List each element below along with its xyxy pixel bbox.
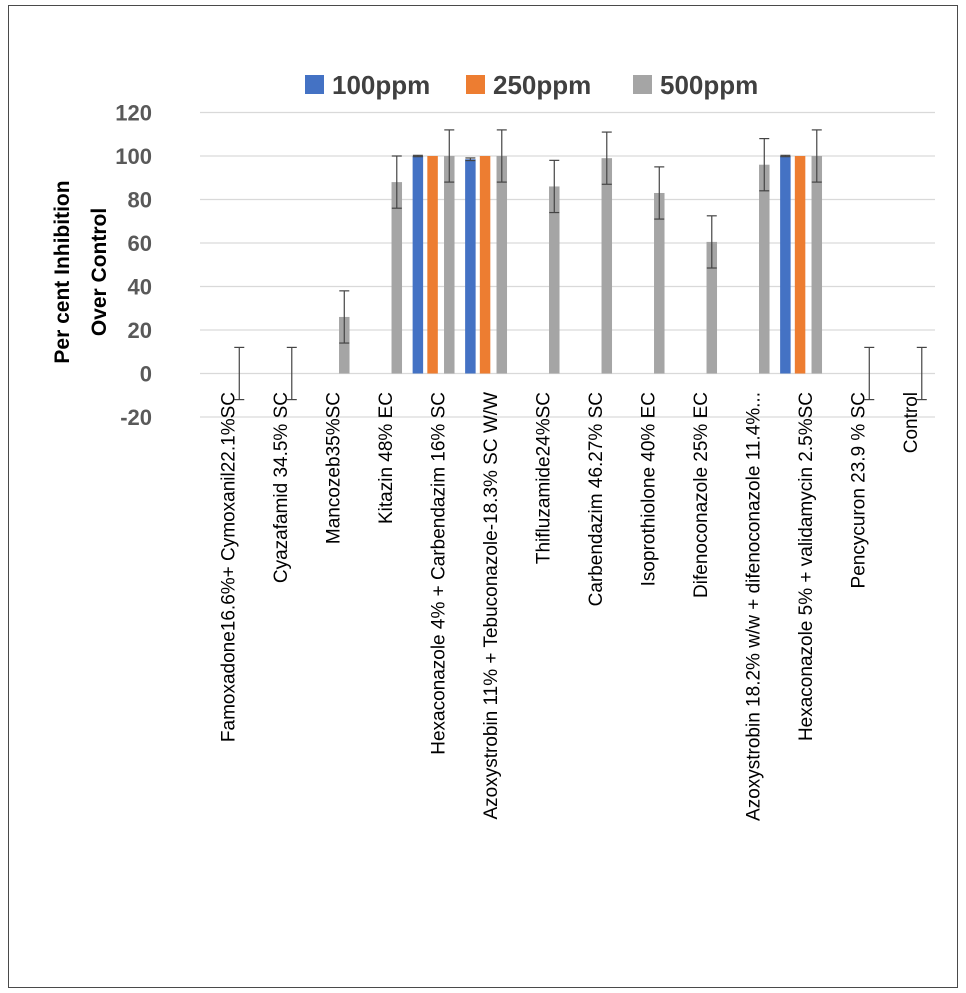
bar-500ppm	[391, 182, 403, 374]
error-bars	[234, 129, 927, 401]
x-category-label: Azoxystrobin 11% + Tebuconazole-18.3% SC…	[481, 392, 502, 820]
bar-500ppm	[706, 241, 718, 374]
bar-500ppm	[811, 156, 823, 374]
y-tick-label: 0	[140, 362, 152, 387]
legend-label: 500ppm	[660, 70, 758, 100]
y-tick-label: -20	[120, 405, 152, 430]
legend-label: 250ppm	[493, 70, 591, 100]
x-category-label: Pencycuron 23.9 % SC	[848, 392, 869, 588]
bar-500ppm	[496, 156, 508, 374]
bar-250ppm	[479, 156, 491, 374]
bar-250ppm	[794, 156, 806, 374]
bar-500ppm	[444, 156, 455, 374]
y-axis-label-line-1: Per cent Inhibition	[51, 180, 74, 363]
y-tick-label: 60	[128, 231, 152, 256]
x-category-label: Mancozeb35%SC	[323, 392, 344, 544]
x-category-label: Kitazin 48% EC	[376, 392, 397, 524]
legend-swatch-500ppm	[633, 75, 652, 94]
bar-250ppm	[427, 156, 438, 374]
x-category-label: Carbendazim 46.27% SC	[586, 392, 607, 606]
bar-500ppm	[549, 186, 560, 374]
x-category-label: Cyazafamid 34.5% SC	[271, 392, 292, 583]
bar-100ppm	[412, 156, 424, 374]
y-tick-label: 40	[128, 275, 152, 300]
x-category-label: Famoxadone16.6%+ Cymoxanil22.1%SC	[218, 392, 239, 742]
y-tick-labels: -20 0 20 40 60 80 100 120	[115, 101, 152, 431]
y-tick-label: 100	[115, 144, 152, 169]
legend: 100ppm 250ppm 500ppm	[305, 70, 758, 100]
bar-500ppm	[339, 316, 350, 374]
x-category-labels: Famoxadone16.6%+ Cymoxanil22.1%SC Cyazafa…	[218, 392, 922, 821]
y-tick-label: 80	[128, 188, 152, 213]
x-category-label: Hexaconazole 5% + validamycin 2.5%SC	[796, 392, 817, 741]
legend-label: 100ppm	[332, 70, 430, 100]
x-category-label: Thifluzamide24%SC	[533, 392, 554, 564]
legend-swatch-100ppm	[305, 75, 324, 94]
bar-500ppm	[759, 164, 770, 374]
bar-500ppm	[601, 158, 613, 374]
bar-500ppm	[654, 192, 665, 374]
x-category-label: Azoxystrobin 18.2% w/w + difenoconazole …	[743, 392, 764, 821]
bar-100ppm	[465, 159, 476, 374]
x-category-label: Control	[901, 392, 922, 453]
x-category-label: Hexaconazole 4% + Carbendazim 16% SC	[428, 392, 449, 755]
y-axis-label-line-2: Over Control	[88, 208, 111, 336]
y-tick-label: 120	[115, 101, 152, 126]
gridlines	[200, 111, 935, 418]
bars	[339, 156, 823, 374]
y-tick-label: 20	[128, 318, 152, 343]
legend-swatch-250ppm	[466, 75, 485, 94]
x-category-label: Isoprothiolone 40% EC	[638, 392, 659, 586]
y-axis-label: Per cent Inhibition Over Control	[51, 180, 111, 363]
bar-100ppm	[780, 156, 791, 374]
x-category-label: Difenoconazole 25% EC	[691, 392, 712, 598]
